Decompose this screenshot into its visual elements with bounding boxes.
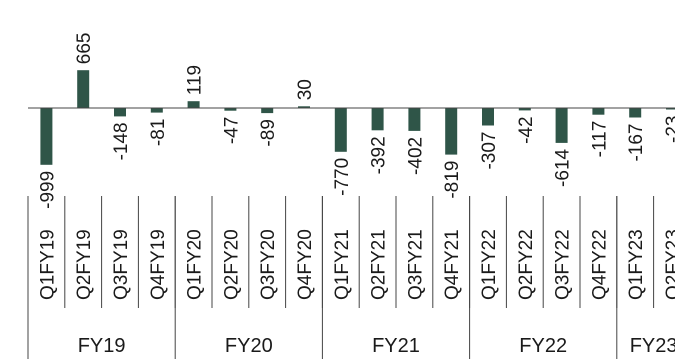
group-label-FY19: FY19 [78,335,126,357]
category-label-Q1FY20: Q1FY20 [185,229,206,300]
value-label-Q1FY21: -770 [332,158,353,196]
bar-Q2FY19 [77,70,90,108]
value-label-Q2FY23: -23 [663,116,675,143]
category-label-Q2FY22: Q2FY22 [516,229,537,300]
group-label-FY21: FY21 [372,335,420,357]
bar-Q4FY21 [445,108,458,155]
value-label-Q3FY21: -402 [405,137,426,175]
bar-Q4FY19 [150,108,163,113]
bar-Q1FY19 [40,108,53,165]
category-label-Q3FY21: Q3FY21 [405,229,426,300]
bar-Q2FY21 [371,108,384,131]
category-axis: Q1FY19 Q2FY19 Q3FY19 Q4FY19 Q1FY20 Q2FY20 Q3FY… [27,196,675,308]
bar-Q1FY23 [629,108,642,118]
group-label-FY23: FY23 [630,335,675,357]
category-label-Q3FY19: Q3FY19 [111,229,132,300]
category-label-Q2FY21: Q2FY21 [369,229,390,300]
category-label-Q2FY20: Q2FY20 [221,229,242,300]
category-label-Q4FY19: Q4FY19 [148,229,169,300]
value-label-Q2FY22: -42 [516,116,537,143]
category-label-Q3FY22: Q3FY22 [553,229,574,300]
bar-Q2FY22 [518,108,531,111]
category-label-Q4FY21: Q4FY21 [442,229,463,300]
bar-Q3FY22 [555,108,568,143]
bar-Q3FY20 [261,108,274,114]
value-label-Q4FY21: -819 [442,161,463,199]
value-labels-layer: -999 665 -148 -81 119 -47 -89 30 -770 -392 -402 -81… [37,32,675,208]
value-label-Q2FY19: 665 [74,32,95,64]
value-label-Q2FY20: -47 [221,117,242,144]
bar-Q4FY20 [298,106,310,108]
value-label-Q4FY19: -81 [148,119,169,146]
group-label-FY22: FY22 [519,335,567,357]
value-label-Q1FY19: -999 [37,171,58,209]
bars-layer [40,70,675,165]
value-label-Q3FY22: -614 [553,148,574,186]
bar-Q1FY21 [334,108,347,152]
value-label-Q4FY22: -117 [589,121,610,158]
value-label-Q4FY20: 30 [295,79,316,100]
category-label-Q1FY19: Q1FY19 [37,229,58,300]
bar-Q1FY20 [187,101,200,108]
value-label-Q3FY19: -148 [111,122,132,160]
bar-Q2FY23 [666,108,675,110]
value-label-Q3FY20: -89 [258,119,279,146]
bar-Q3FY19 [114,108,126,117]
value-label-Q1FY23: -167 [626,124,647,162]
value-label-Q1FY22: -307 [479,132,500,170]
value-label-Q2FY21: -392 [369,136,390,174]
category-label-Q2FY19: Q2FY19 [74,229,95,300]
category-label-Q4FY20: Q4FY20 [295,229,316,300]
category-label-Q1FY23: Q1FY23 [626,229,647,300]
category-label-Q1FY22: Q1FY22 [479,229,500,300]
bar-Q4FY22 [592,108,605,115]
group-label-FY20: FY20 [225,335,273,357]
category-label-Q3FY20: Q3FY20 [258,229,279,300]
category-label-Q1FY21: Q1FY21 [332,229,353,300]
group-axis: FY19 FY20 FY21 FY22 FY23 [27,196,675,359]
category-label-Q4FY22: Q4FY22 [589,229,610,300]
category-label-Q2FY23: Q2FY23 [663,229,675,300]
bar-Q2FY20 [224,108,237,111]
bar-Q3FY21 [408,108,421,131]
value-label-Q1FY20: 119 [185,65,206,95]
bar-Q1FY22 [482,108,494,126]
